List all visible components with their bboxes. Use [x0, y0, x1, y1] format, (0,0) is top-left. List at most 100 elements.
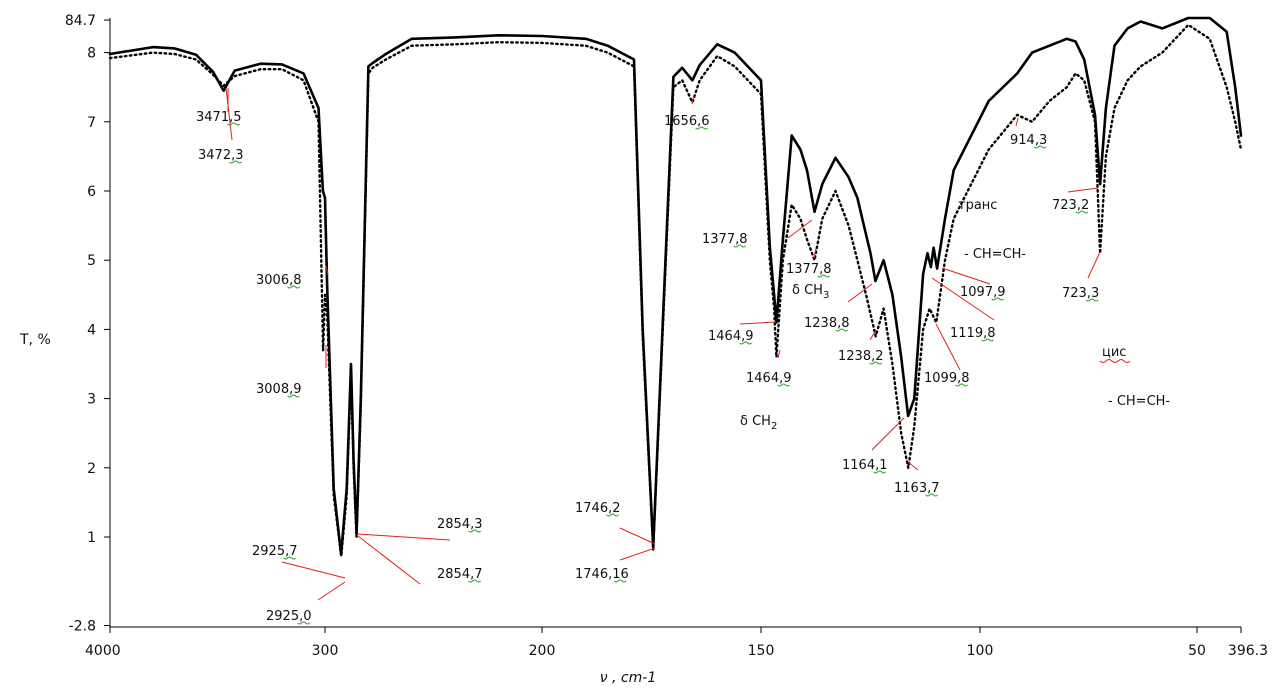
- annotation-squiggle: [739, 341, 752, 345]
- annotation-squiggle: [925, 493, 938, 497]
- annotation-leader: [1015, 117, 1019, 127]
- peak-annotation-label: 1164,1: [842, 458, 888, 473]
- annotation-leader: [935, 323, 961, 371]
- annotation-leader: [777, 349, 781, 359]
- annotation-leader: [317, 581, 346, 601]
- group-labels: транс - CH=CH- цис - CH=CH- δ CH3 δ CH2: [740, 198, 1170, 432]
- peak-annotation-label: 1377,8: [786, 262, 832, 277]
- peak-annotation-label: 2925,0: [266, 609, 312, 624]
- delta-ch2-label: δ CH2: [740, 414, 777, 432]
- annotation-squiggle: [1085, 298, 1099, 302]
- annotation-squiggle: [283, 556, 296, 560]
- peak-annotations: 3471,5 3472,3 3006,8 3008,9 2925,7 2925,0 2854…: [196, 110, 1099, 625]
- annotation-leader: [357, 533, 451, 541]
- annotation-squiggle: [777, 383, 790, 387]
- spectrum-series: [108, 16, 1243, 558]
- annotation-leaders: [225, 87, 1101, 601]
- peak-annotation-label: 3008,9: [256, 382, 302, 397]
- y-axis-label: T, %: [19, 332, 51, 348]
- cis-underline: [1099, 359, 1131, 363]
- peak-annotation-label: 3472,3: [198, 148, 244, 163]
- peak-annotation-label: 1746,16: [575, 567, 629, 582]
- peak-annotation-label: 3006,8: [256, 273, 302, 288]
- peak-annotation-label: 2925,7: [252, 544, 298, 559]
- y-tick-label: 1: [87, 530, 96, 546]
- peak-annotation-label: 3471,5: [196, 110, 242, 125]
- y-tick-label: -2.8: [69, 619, 96, 635]
- x-ticks: 4000 300 200 150 100 50 396.3: [85, 627, 1268, 659]
- peak-annotation-label: 1238,2: [838, 349, 884, 364]
- peak-annotation-label: 1099,8: [924, 371, 970, 386]
- annotation-leader: [871, 417, 905, 451]
- trans-group-label: - CH=CH-: [964, 247, 1026, 262]
- y-tick-label: 2: [87, 461, 96, 477]
- peak-annotation-label: 1163,7: [894, 481, 940, 496]
- annotation-leader: [847, 283, 873, 303]
- annotation-squiggle: [606, 513, 619, 517]
- annotation-leader: [619, 527, 656, 545]
- peak-annotation-label: 1377,8: [702, 232, 748, 247]
- annotation-squiggle: [981, 338, 994, 342]
- peak-annotation-label: 2854,7: [437, 567, 483, 582]
- x-axis-label: ν , cm-1: [600, 670, 656, 686]
- peak-annotation-label: 1238,8: [804, 316, 850, 331]
- annotation-squiggle: [991, 297, 1004, 301]
- peak-annotation-label: 723,2: [1052, 198, 1089, 213]
- x-tick-label: 150: [748, 643, 775, 659]
- axes: [109, 18, 1241, 628]
- annotation-leader: [225, 87, 233, 141]
- annotation-squiggle: [468, 579, 481, 583]
- x-tick-label: 100: [967, 643, 994, 659]
- annotation-squiggle: [297, 621, 310, 625]
- x-tick-label: 200: [529, 643, 556, 659]
- peak-annotation-label: 1464,9: [708, 329, 754, 344]
- y-tick-label: 84.7: [65, 13, 96, 29]
- y-tick-label: 8: [87, 46, 96, 62]
- annotation-squiggle: [695, 126, 708, 130]
- annotation-leader: [691, 95, 695, 105]
- annotation-squiggle: [955, 383, 968, 387]
- annotation-leader: [357, 535, 421, 585]
- peak-annotation-label: 2854,3: [437, 517, 483, 532]
- y-tick-label: 6: [87, 184, 96, 200]
- peak-annotation-label: 723,3: [1062, 286, 1099, 301]
- annotation-squiggle: [227, 122, 240, 126]
- annotation-leader: [869, 329, 877, 341]
- y-tick-label: 5: [87, 253, 96, 269]
- annotation-squiggle: [733, 244, 746, 248]
- annotation-leader: [619, 547, 656, 561]
- annotation-leader: [739, 321, 777, 325]
- annotation-squiggle: [1033, 145, 1047, 149]
- delta-ch3-label: δ CH3: [792, 283, 829, 301]
- annotation-squiggle: [229, 160, 242, 164]
- annotation-squiggle: [869, 361, 882, 365]
- peak-annotation-label: 1464,9: [746, 371, 792, 386]
- y-ticks: 84.7 8 7 6 5 4 3 2 1 -2.8: [65, 13, 110, 635]
- y-tick-label: 3: [87, 392, 96, 408]
- x-tick-label: 300: [312, 643, 339, 659]
- annotation-leader: [1067, 187, 1099, 193]
- spectrum-line-dotted: [108, 23, 1243, 558]
- trans-label: транс: [958, 198, 997, 213]
- annotation-leader: [281, 561, 346, 579]
- annotation-leader: [941, 267, 991, 285]
- x-tick-label: 4000: [85, 643, 121, 659]
- annotation-squiggle: [287, 394, 300, 398]
- x-tick-label: 396.3: [1228, 643, 1268, 659]
- annotation-leader: [931, 277, 995, 321]
- y-tick-label: 4: [87, 322, 96, 338]
- x-tick-label: 50: [1188, 643, 1206, 659]
- peak-annotation-label: 914,3: [1010, 133, 1047, 148]
- annotation-leader: [907, 461, 919, 471]
- annotation-squiggle: [468, 529, 481, 533]
- peak-annotation-label: 1119,8: [950, 326, 996, 341]
- annotation-squiggle: [873, 470, 886, 474]
- peak-annotation-label: 1097,9: [960, 285, 1006, 300]
- annotation-squiggle: [817, 274, 830, 278]
- annotation-squiggle: [287, 285, 300, 289]
- annotation-leader: [813, 247, 817, 259]
- y-tick-label: 7: [87, 115, 96, 131]
- peak-annotation-label: 1656,6: [664, 114, 710, 129]
- annotation-squiggle: [1075, 210, 1089, 214]
